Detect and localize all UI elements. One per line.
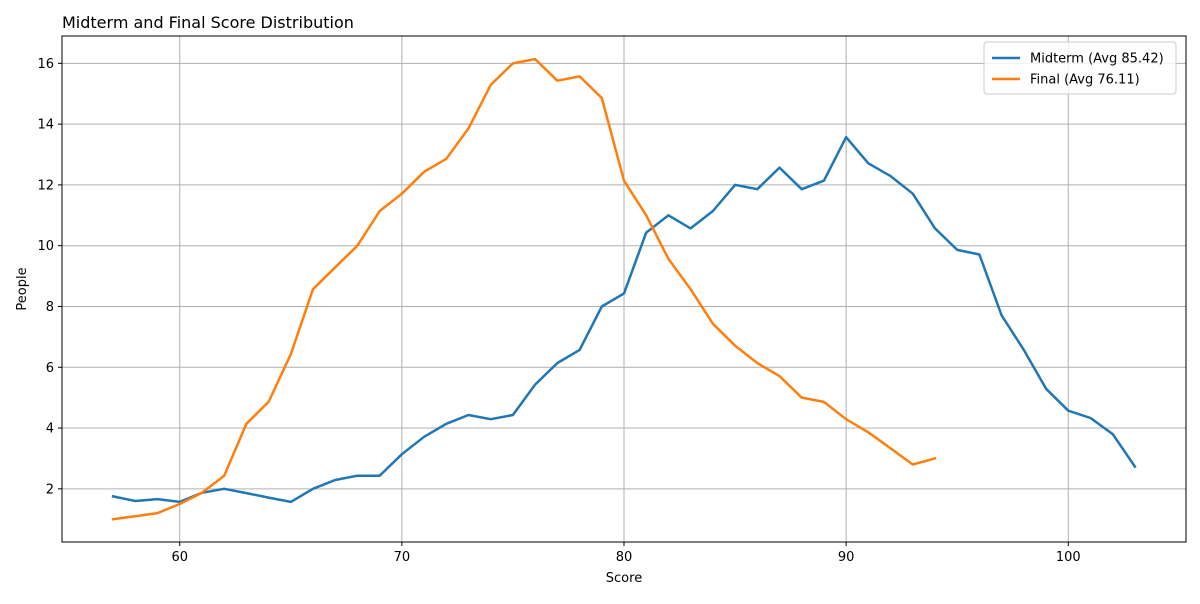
- x-axis-label: Score: [606, 571, 642, 586]
- legend-label-1: Final (Avg 76.11): [1030, 73, 1140, 88]
- y-tick-label: 4: [46, 422, 54, 437]
- x-tick-label: 90: [838, 550, 855, 565]
- y-tick-label: 12: [37, 178, 54, 193]
- x-tick-label: 70: [394, 550, 411, 565]
- y-tick-label: 14: [37, 118, 54, 133]
- series-lines: [111, 57, 1137, 521]
- legend-label-0: Midterm (Avg 85.42): [1030, 52, 1164, 67]
- y-tick-label: 8: [46, 300, 54, 315]
- y-axis-label: People: [15, 267, 30, 310]
- chart-title: Midterm and Final Score Distribution: [62, 13, 354, 32]
- x-tick-label: 80: [616, 550, 633, 565]
- legend-box: [983, 41, 1177, 95]
- y-tick-label: 10: [37, 239, 54, 254]
- grid: [62, 36, 1186, 542]
- y-tick-label: 16: [37, 57, 54, 72]
- x-tick-label: 60: [171, 550, 188, 565]
- y-tick-label: 6: [46, 361, 54, 376]
- series-line-1: [111, 57, 937, 521]
- legend: Midterm (Avg 85.42) Final (Avg 76.11): [983, 41, 1177, 95]
- y-tick-label: 2: [46, 482, 54, 497]
- axis-ticks: 60 70 80 90 100 2 4 6 8 10 12 14 16: [37, 57, 1080, 565]
- series-line-0: [111, 135, 1137, 504]
- x-tick-label: 100: [1056, 550, 1081, 565]
